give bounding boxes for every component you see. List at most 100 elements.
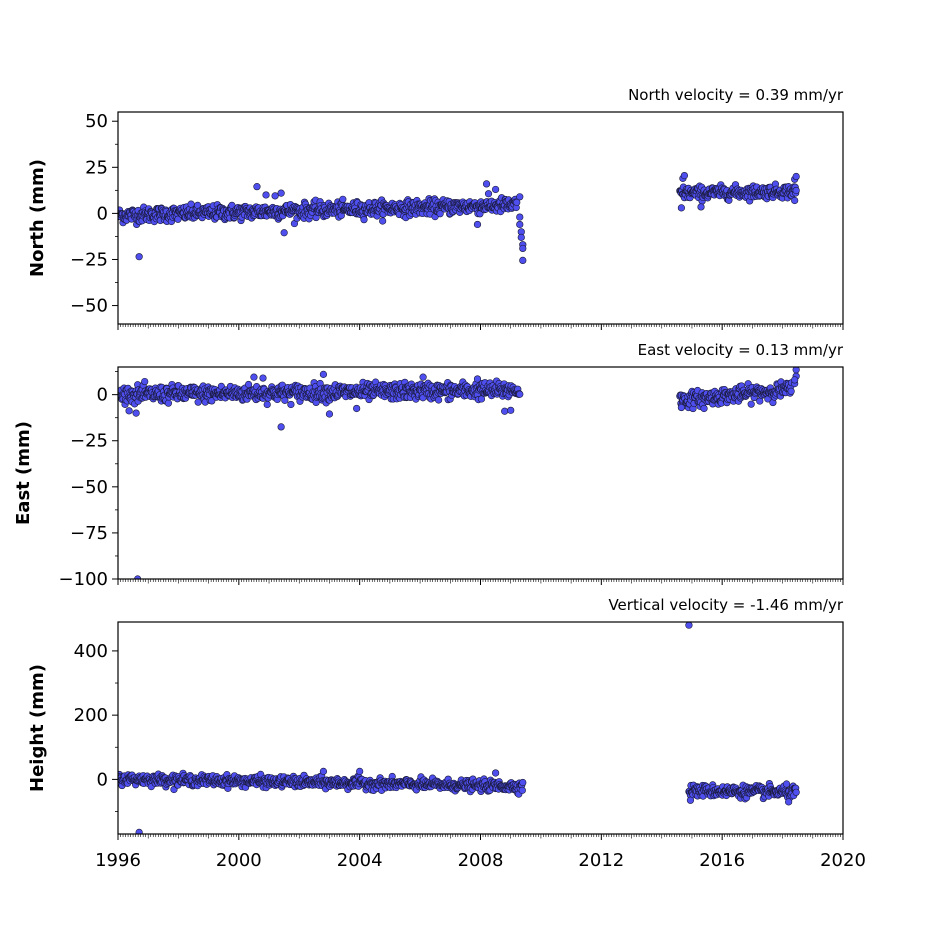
- panel-title: North velocity = 0.39 mm/yr: [628, 86, 844, 104]
- data-point: [132, 409, 140, 417]
- data-point: [277, 189, 285, 197]
- data-point: [319, 370, 328, 378]
- data-point: [280, 229, 288, 237]
- data-point: [519, 256, 527, 265]
- data-point: [473, 220, 482, 229]
- y-tick-label: 25: [85, 157, 108, 178]
- panel-2: 0 −25 −50 −75 −100 East velocity = 0.13 mm/yr…: [13, 341, 844, 590]
- data-point: [360, 216, 368, 224]
- x-tick-label: 2016: [699, 850, 745, 871]
- data-point: [680, 172, 689, 180]
- scatter-points: [118, 172, 800, 265]
- data-point: [518, 786, 526, 794]
- data-point: [135, 253, 143, 261]
- plot-frame: [117, 621, 844, 835]
- x-tick-label: 2008: [458, 850, 504, 871]
- y-axis-label: North (mm): [27, 159, 48, 277]
- panel-title: East velocity = 0.13 mm/yr: [638, 341, 844, 359]
- y-tick-label: 200: [74, 705, 108, 726]
- data-point: [519, 244, 527, 253]
- data-point: [516, 220, 524, 229]
- data-point: [435, 396, 443, 404]
- scatter-points: [118, 622, 800, 834]
- data-point: [277, 423, 285, 431]
- data-point: [174, 215, 182, 223]
- data-point: [263, 400, 271, 409]
- y-tick-label: −25: [70, 249, 108, 270]
- data-point: [339, 195, 347, 203]
- data-point: [271, 192, 279, 200]
- y-tick-label: −50: [70, 477, 108, 498]
- data-point: [697, 203, 705, 211]
- data-point: [516, 193, 524, 201]
- data-point: [353, 404, 361, 413]
- data-point: [135, 828, 143, 834]
- data-point: [482, 180, 491, 188]
- data-point: [791, 196, 799, 205]
- data-point: [325, 410, 334, 418]
- data-point: [244, 380, 253, 389]
- data-point: [747, 400, 755, 408]
- data-point: [787, 387, 795, 395]
- data-point: [792, 186, 800, 195]
- data-point: [319, 767, 328, 775]
- y-tick-label: 0: [97, 769, 108, 790]
- data-point: [686, 796, 695, 804]
- y-tick-label: 50: [85, 111, 108, 132]
- data-point: [262, 191, 270, 199]
- data-point: [436, 210, 444, 218]
- data-point: [356, 767, 364, 775]
- y-tick-label: 0: [97, 203, 108, 224]
- y-tick-label: −75: [70, 523, 108, 544]
- y-tick-label: 400: [74, 641, 108, 662]
- scatter-points: [118, 367, 800, 579]
- data-point: [484, 190, 493, 198]
- data-point: [792, 788, 800, 796]
- data-point: [677, 204, 685, 212]
- data-point: [250, 373, 258, 381]
- data-point: [125, 407, 133, 415]
- data-point: [164, 399, 173, 407]
- data-point: [685, 622, 693, 629]
- data-point: [519, 778, 527, 787]
- y-axis-label: East (mm): [13, 421, 34, 525]
- data-point: [516, 390, 524, 398]
- x-tick-label: 1996: [95, 850, 141, 871]
- data-point: [473, 375, 482, 383]
- y-tick-label: −100: [59, 569, 108, 590]
- data-point: [791, 376, 799, 384]
- panel-title: Vertical velocity = -1.46 mm/yr: [608, 596, 843, 614]
- data-point: [134, 575, 142, 579]
- data-point: [492, 185, 500, 194]
- x-tick-label: 2012: [578, 850, 624, 871]
- data-point: [194, 398, 202, 406]
- data-point: [677, 403, 685, 412]
- x-tick-label: 2020: [820, 850, 866, 871]
- data-point: [287, 400, 295, 409]
- panels-group: 50 25 0 −25 −50 North velocity = 0.39 mm/yr No…: [13, 86, 866, 871]
- data-point: [419, 373, 427, 381]
- data-point: [281, 396, 289, 404]
- x-tick-label: 2000: [216, 850, 262, 871]
- data-point: [501, 407, 509, 415]
- data-point: [792, 367, 800, 374]
- y-tick-label: 0: [97, 385, 108, 406]
- data-point: [785, 798, 793, 806]
- data-point: [259, 374, 267, 382]
- data-point: [253, 183, 261, 191]
- data-point: [792, 172, 800, 181]
- x-tick-label: 2004: [337, 850, 383, 871]
- data-point: [379, 217, 387, 225]
- y-axis-label: Height (mm): [27, 664, 48, 792]
- data-point: [517, 233, 525, 241]
- data-point: [700, 404, 708, 413]
- data-point: [516, 213, 524, 221]
- data-point: [513, 198, 521, 206]
- data-point: [782, 780, 791, 788]
- y-tick-label: −50: [70, 296, 108, 317]
- data-point: [141, 377, 149, 386]
- data-point: [507, 406, 515, 414]
